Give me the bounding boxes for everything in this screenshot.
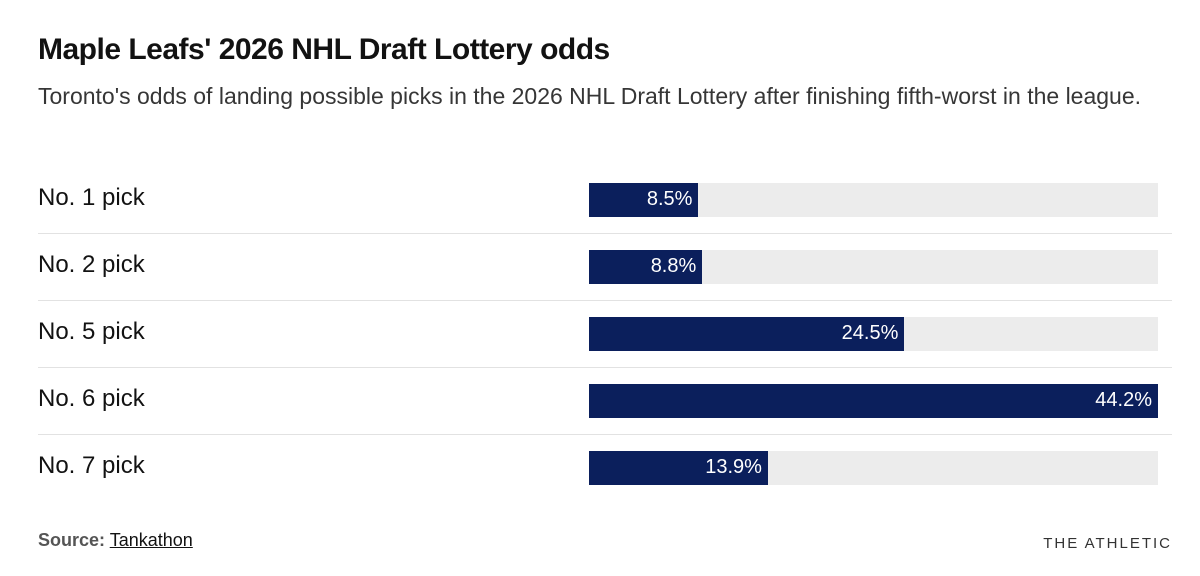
value-label: 13.9% [705,456,762,478]
category-label: No. 5 pick [38,318,145,345]
bar-track: 24.5% [589,317,1158,351]
source-link[interactable]: Tankathon [109,530,193,550]
value-label: 44.2% [1095,389,1152,411]
source-label: Source: [38,530,106,550]
category-label: No. 2 pick [38,251,145,278]
bar-chart: No. 1 pick 8.5% No. 2 pick 8.8% No. 5 pick 24… [38,167,1172,503]
bar-track: 44.2% [589,384,1158,418]
bar-row: No. 6 pick 44.2% [38,368,1172,435]
bar-row: No. 7 pick 13.9% [38,435,1172,502]
brand-logo: THE ATHLETIC [1043,535,1172,552]
chart-title: Maple Leafs' 2026 NHL Draft Lottery odds [38,33,610,66]
category-label: No. 6 pick [38,385,145,412]
chart-subtitle: Toronto's odds of landing possible picks… [38,83,1142,109]
category-label: No. 7 pick [38,452,145,479]
bar-track: 8.5% [589,183,1158,217]
bar: 8.8% [589,250,703,284]
bar: 24.5% [589,317,905,351]
bar-track: 13.9% [589,451,1158,485]
bar-track: 8.8% [589,250,1158,284]
value-label: 24.5% [841,322,899,344]
value-label: 8.8% [650,255,697,277]
source-note: Source: Tankathon [38,530,193,551]
bar-row: No. 5 pick 24.5% [38,301,1172,368]
bar: 13.9% [589,451,768,485]
bar: 44.2% [589,384,1158,418]
bar-row: No. 1 pick 8.5% [38,167,1172,234]
value-label: 8.5% [646,188,693,210]
category-label: No. 1 pick [38,184,145,211]
bar: 8.5% [589,183,699,217]
bar-row: No. 2 pick 8.8% [38,234,1172,301]
